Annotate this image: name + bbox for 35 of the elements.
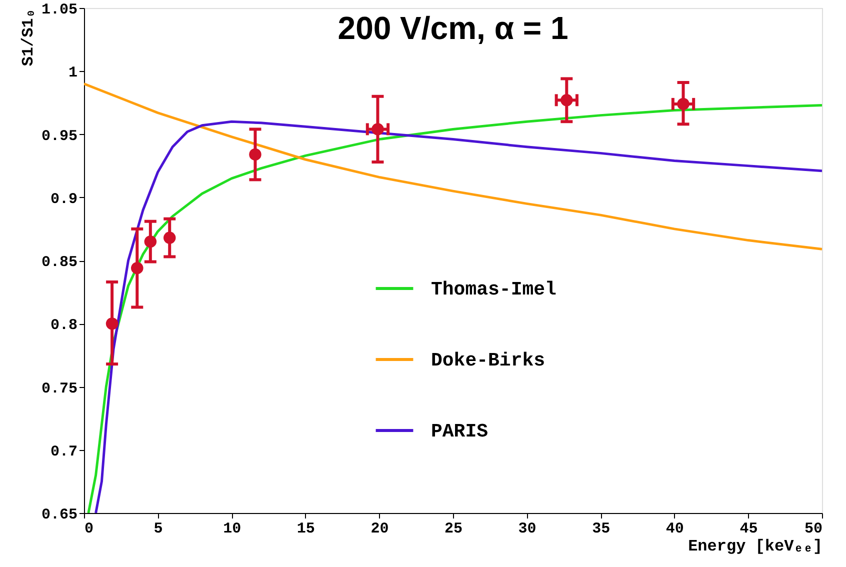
point bbox=[249, 148, 262, 161]
point bbox=[106, 318, 118, 330]
x-tick-label: 10 bbox=[223, 520, 242, 538]
legend-label: Doke-Birks bbox=[431, 350, 546, 372]
y-tick-label: 1.05 bbox=[41, 2, 78, 18]
point bbox=[163, 232, 176, 244]
point bbox=[677, 98, 690, 110]
x-axis-title: Energy [keVₑₑ] bbox=[688, 538, 822, 556]
x-tick-label: 15 bbox=[296, 520, 315, 538]
point bbox=[560, 94, 573, 106]
chart-title: 200 V/cm, α = 1 bbox=[338, 10, 568, 46]
point bbox=[144, 235, 157, 248]
y-tick-label: 0.8 bbox=[50, 317, 78, 334]
y-tick-label: 1 bbox=[68, 64, 78, 82]
point bbox=[372, 123, 384, 136]
x-tick-label: 30 bbox=[518, 520, 536, 538]
point bbox=[131, 262, 144, 274]
x-tick-label: 50 bbox=[804, 520, 822, 538]
line-series bbox=[84, 82, 822, 250]
y-tick-label: 0.85 bbox=[41, 254, 78, 271]
y-tick-label: 0.65 bbox=[41, 506, 78, 524]
y-axis-title: S1/S1₀ bbox=[19, 8, 38, 66]
y-tick-label: 0.9 bbox=[50, 190, 78, 208]
x-tick-label: 20 bbox=[370, 520, 389, 538]
x-tick-label: 5 bbox=[154, 520, 163, 538]
x-tick-label: 25 bbox=[444, 520, 463, 538]
x-tick-label: 0 bbox=[84, 520, 94, 538]
x-tick-label: 45 bbox=[740, 520, 758, 538]
y-tick-label: 0.95 bbox=[41, 128, 78, 145]
legend-label: PARIS bbox=[431, 420, 488, 442]
x-tick-label: 40 bbox=[666, 520, 684, 538]
y-tick-label: 0.75 bbox=[41, 380, 78, 398]
y-tick-label: 0.7 bbox=[50, 443, 78, 460]
x-tick-label: 35 bbox=[592, 520, 610, 538]
legend-label: Thomas-Imel bbox=[431, 278, 556, 300]
